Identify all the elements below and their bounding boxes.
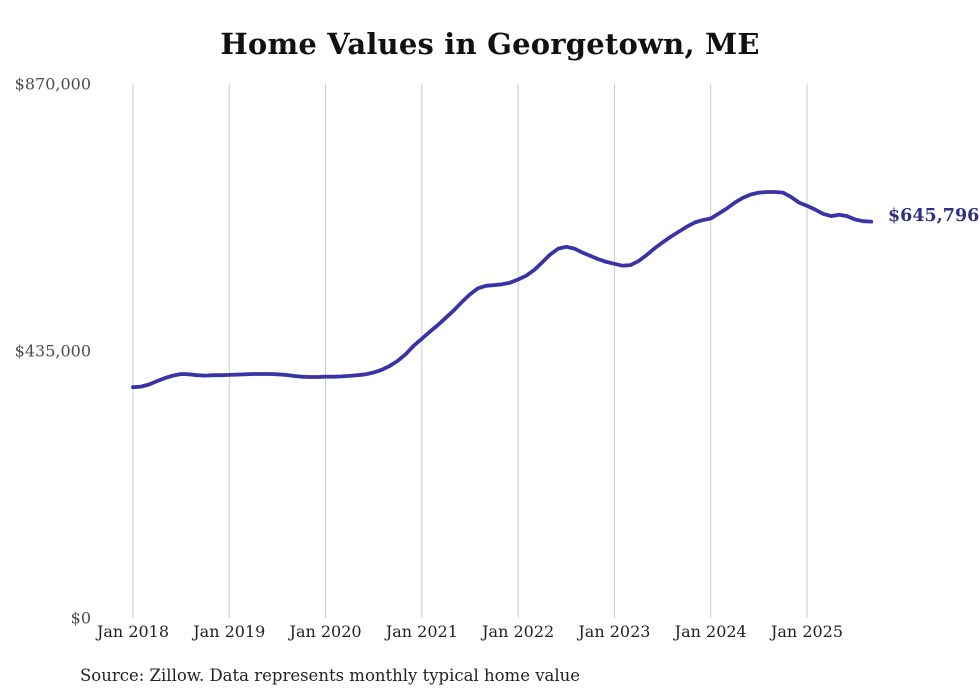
x-axis-label: Jan 2020 <box>289 622 362 641</box>
value-line <box>131 190 874 390</box>
x-axis-label: Jan 2025 <box>770 622 844 641</box>
x-axis-label: Jan 2022 <box>482 622 555 641</box>
x-axis-label: Jan 2019 <box>193 622 266 641</box>
y-axis-label: $870,000 <box>14 74 91 94</box>
y-axis-label: $0 <box>70 608 91 628</box>
x-axis-labels: Jan 2018 Jan 2019 Jan 2020 Jan 2021 Jan 2022… <box>0 622 980 644</box>
chart-title: Home Values in Georgetown, ME <box>220 27 760 61</box>
gridlines-group <box>132 84 808 618</box>
series-group <box>131 190 874 390</box>
y-axis-label: $435,000 <box>14 341 91 361</box>
x-axis-label: Jan 2018 <box>96 622 170 641</box>
source-note: Source: Zillow. Data represents monthly … <box>80 666 581 685</box>
x-axis-label: Jan 2024 <box>674 622 747 641</box>
end-value-label: $645,796 <box>888 205 980 226</box>
x-axis-label: Jan 2021 <box>385 622 458 641</box>
x-axis-label: Jan 2023 <box>578 622 651 641</box>
